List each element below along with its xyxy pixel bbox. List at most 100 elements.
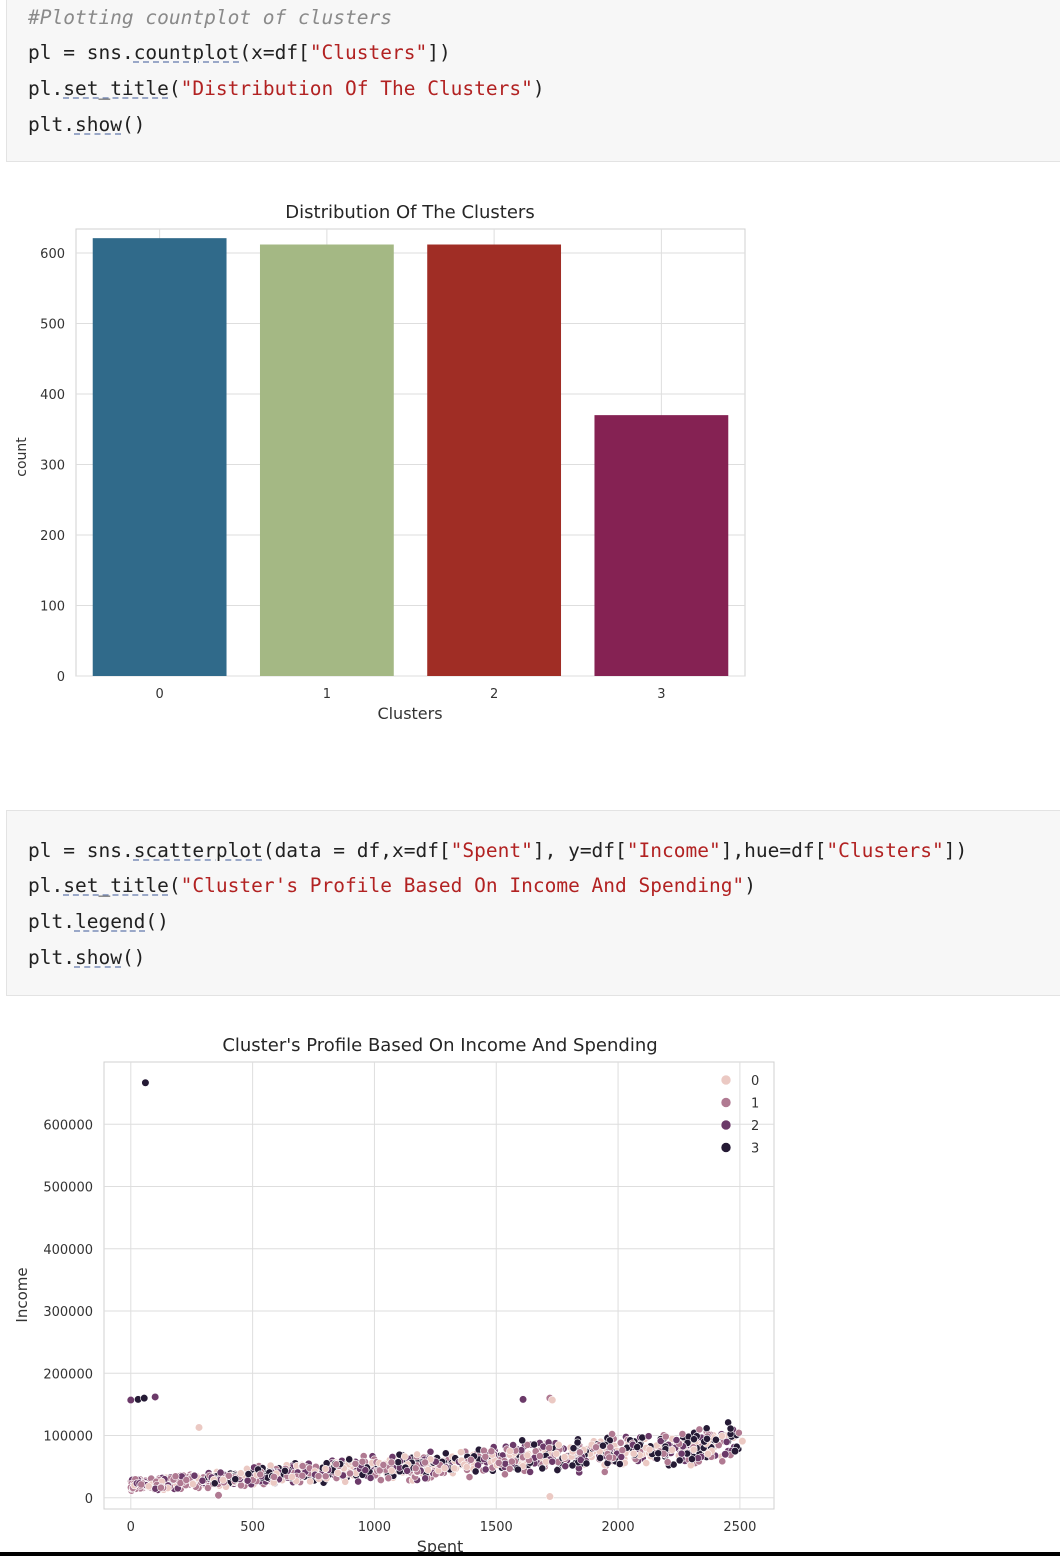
scatter-point — [629, 1449, 638, 1458]
scatter-point — [505, 1464, 514, 1473]
scatter-point — [450, 1464, 459, 1473]
scatter-point — [616, 1438, 625, 1447]
scatter-point — [333, 1468, 342, 1477]
legend-marker-0 — [720, 1074, 732, 1086]
scatter-point — [256, 1470, 265, 1479]
scatter-point — [457, 1448, 465, 1457]
scatter-point — [298, 1471, 307, 1480]
scatter-point — [677, 1449, 686, 1458]
scatter-point — [726, 1424, 735, 1433]
scatter-point — [354, 1477, 363, 1486]
scatter-point — [384, 1474, 393, 1483]
y-tick-label: 300 — [40, 458, 65, 473]
scatter-point — [526, 1468, 535, 1476]
y-axis-label: count — [14, 437, 30, 477]
code-line: pl = sns.countplot(x=df["Clusters"]) — [28, 41, 451, 64]
code-cell-countplot[interactable]: #Plotting countplot of clusters pl = sns… — [6, 0, 1060, 162]
scatter-point — [400, 1452, 409, 1461]
scatter-point — [466, 1455, 475, 1464]
x-tick-label: 3 — [657, 687, 665, 702]
scatter-point — [501, 1470, 509, 1479]
scatter-point — [137, 1480, 146, 1489]
code-comment: #Plotting countplot of clusters — [28, 6, 392, 29]
x-tick-label: 500 — [240, 1520, 265, 1535]
scatter-point — [345, 1455, 354, 1464]
scatter-point — [548, 1457, 557, 1466]
x-axis-label: Clusters — [377, 704, 442, 723]
chart-title: Distribution Of The Clusters — [285, 202, 534, 223]
x-tick-label: 0 — [127, 1520, 135, 1535]
scatter-point — [569, 1444, 578, 1453]
code-line: plt.show() — [28, 113, 146, 136]
countplot-chart: Distribution Of The Clusters count Clust… — [14, 202, 746, 723]
scatter-point — [494, 1458, 503, 1467]
scatter-point — [231, 1475, 240, 1484]
scatter-point — [596, 1454, 605, 1462]
scatter-point — [190, 1471, 199, 1480]
code-cell-scatterplot[interactable]: pl = sns.scatterplot(data = df,x=df["Spe… — [6, 810, 1060, 996]
scatter-point — [403, 1466, 412, 1475]
scatter-point — [375, 1466, 384, 1475]
scatter-point — [605, 1453, 614, 1462]
code-line: plt.show() — [28, 946, 146, 969]
y-tick-label: 0 — [85, 1492, 93, 1507]
scatter-point — [599, 1441, 607, 1450]
scatter-point — [722, 1437, 731, 1446]
x-tick-label: 2 — [490, 687, 498, 702]
scatter-point — [481, 1452, 490, 1461]
scatter-point — [244, 1470, 253, 1478]
scatter-point — [568, 1461, 577, 1470]
scatter-point — [712, 1435, 720, 1444]
scatter-point — [582, 1459, 591, 1468]
scatter-point — [346, 1469, 354, 1478]
scatter-point — [216, 1468, 225, 1477]
scatter-point — [281, 1466, 289, 1475]
scatter-point — [689, 1445, 698, 1454]
scatter-point — [644, 1432, 653, 1441]
scatter-point — [642, 1459, 651, 1467]
x-tick-label: 1500 — [480, 1520, 513, 1535]
scatter-point — [576, 1456, 585, 1464]
code-line: pl.set_title("Distribution Of The Cluste… — [28, 77, 545, 100]
scatter-point — [441, 1449, 450, 1458]
scatter-point — [656, 1437, 665, 1445]
bottom-border — [0, 1552, 1060, 1556]
scatter-point — [638, 1433, 647, 1442]
scatter-outlier-point — [738, 1437, 747, 1446]
scatter-point — [237, 1481, 245, 1490]
scatter-point — [188, 1480, 197, 1488]
scatter-point — [358, 1457, 367, 1466]
scatter-outlier-point — [141, 1078, 150, 1087]
x-tick-label: 2500 — [723, 1520, 756, 1535]
code-line: plt.legend() — [28, 910, 169, 933]
scatter-point — [507, 1457, 516, 1466]
scatter-point — [411, 1464, 420, 1473]
scatter-point — [298, 1462, 307, 1470]
scatter-point — [592, 1443, 600, 1452]
legend-label: 0 — [751, 1074, 759, 1089]
bar-cluster-1 — [259, 244, 394, 676]
scatter-point — [668, 1445, 677, 1454]
y-tick-label: 100 — [40, 599, 65, 614]
scatter-point — [554, 1440, 563, 1449]
scatter-point — [379, 1461, 388, 1469]
scatter-point — [509, 1441, 517, 1449]
y-axis-label: Income — [13, 1267, 31, 1322]
y-tick-label: 200000 — [43, 1367, 93, 1382]
scatter-point — [535, 1452, 544, 1460]
y-tick-label: 400000 — [43, 1243, 93, 1258]
scatter-point — [219, 1475, 228, 1484]
scatter-point — [718, 1432, 726, 1440]
legend-marker-3 — [720, 1142, 732, 1153]
x-tick-label: 0 — [155, 687, 163, 702]
scatter-outlier-point — [730, 1447, 740, 1456]
scatter-outlier-point — [545, 1492, 554, 1501]
scatter-outlier-point — [194, 1423, 204, 1432]
legend-label: 3 — [751, 1142, 759, 1157]
scatter-point — [575, 1448, 584, 1457]
scatter-point — [321, 1472, 330, 1481]
y-tick-label: 500000 — [43, 1181, 93, 1196]
y-tick-label: 500 — [40, 317, 65, 332]
legend-label: 2 — [751, 1119, 759, 1134]
scatter-point — [321, 1464, 330, 1473]
